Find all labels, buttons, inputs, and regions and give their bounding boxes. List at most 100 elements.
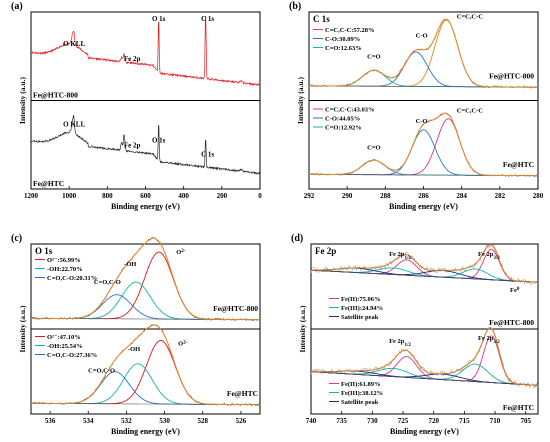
y-axis-label: Intensity (a.u.) (18, 305, 27, 352)
peak-annotation: C 1s (201, 15, 214, 23)
x-tick-label: 292 (304, 192, 315, 200)
peak-label: C=C,C-C (457, 14, 484, 21)
fit-component (308, 51, 538, 88)
peak-label: C-O (416, 118, 428, 125)
x-tick-label: 740 (306, 417, 317, 425)
legend-item: Satellite peak (341, 399, 379, 406)
panel-title: C 1s (313, 14, 330, 24)
x-tick-label: 530 (159, 417, 170, 425)
peak-label: C=O (367, 54, 380, 61)
peak-annotation: O 1s (152, 137, 166, 145)
sample-label: Fe@HTC (503, 403, 534, 412)
label-part: O (176, 249, 181, 256)
x-tick-label: 0 (258, 192, 262, 200)
label-part: 2- (181, 249, 186, 254)
fit-component (31, 340, 260, 406)
legend-item: C-O:30.09% (325, 36, 360, 43)
sample-label: Fe@HTC (33, 179, 64, 188)
x-tick-label: 1200 (24, 192, 39, 200)
legend-item: Fe(II):75.06% (341, 296, 381, 303)
legend-item: -OH:25.54% (47, 343, 83, 350)
x-tick-label: 800 (102, 192, 113, 200)
peak-annotation: O 1s (152, 15, 166, 23)
x-axis-label: Binding energy (eV) (111, 202, 180, 211)
fit-component (310, 249, 538, 283)
background-line (310, 269, 538, 283)
legend-item: C=C,C-C:43.03% (325, 107, 375, 114)
peak-annotation: O KLL (63, 121, 85, 129)
fit-component (31, 371, 260, 406)
label-part: 3/2 (493, 340, 500, 345)
peak-label: -OH (128, 346, 140, 353)
envelope-fit (31, 237, 260, 321)
peak-label: Fe 2p1/2 (389, 251, 411, 261)
sample-label: Fe@HTC (227, 389, 258, 398)
label-part: O (178, 341, 183, 348)
label-part: 0 (517, 287, 520, 292)
label-part: Fe 2p (389, 338, 405, 345)
x-tick-label: 400 (178, 192, 189, 200)
survey-line-fe-htc (30, 114, 261, 176)
legend-item: Fe(II):61.89% (341, 381, 381, 388)
peak-label: C-O (416, 32, 428, 39)
x-tick-label: 532 (121, 417, 132, 425)
panel-title: Fe 2p (315, 246, 336, 256)
legend-item: C=O,C-O:20.31% (47, 275, 97, 282)
panel-label: (a) (11, 1, 23, 12)
sample-label: Fe@HTC-800 (213, 304, 258, 313)
survey-line-fe-htc-800 (30, 16, 261, 86)
y-axis-label: Intensity (a.u.) (18, 77, 27, 124)
legend-item: Fe(III):38.12% (341, 390, 383, 397)
fit-component (31, 281, 260, 321)
background-line (310, 371, 539, 386)
envelope-fit (31, 324, 260, 406)
legend-item: Fe(III):24.94% (341, 305, 383, 312)
x-tick-label: 528 (198, 417, 209, 425)
peak-annotation: Fe 2p (124, 142, 141, 150)
legend-item: Satellite peak (341, 314, 379, 321)
peak-label: C=C,C-C (457, 108, 484, 115)
envelope-fit (311, 244, 538, 283)
peak-label: Fe 2p1/2 (389, 338, 411, 348)
fit-component (31, 363, 260, 406)
panel-c: 536 534 532 530 528 526 Binding energy (eV) Int… (11, 233, 261, 436)
peak-label: C=O,C-O (94, 279, 121, 286)
y-axis-label: Intensity (a.u.) (298, 305, 307, 352)
x-tick-label: 284 (456, 192, 467, 200)
x-tick-label: 720 (428, 417, 439, 425)
x-axis-label: Binding energy (eV) (389, 202, 458, 211)
x-tick-label: 735 (336, 417, 347, 425)
x-tick-label: 282 (495, 192, 506, 200)
peak-label: C=O (367, 145, 380, 152)
peak-label: O2- (178, 340, 188, 348)
x-tick-label: 286 (418, 192, 429, 200)
envelope-fit (311, 327, 539, 386)
x-tick-label: 526 (236, 417, 247, 425)
label-part: 1/2 (404, 343, 411, 348)
x-tick-label: 290 (342, 192, 353, 200)
sample-label: Fe@HTC-800 (489, 72, 534, 81)
x-tick-label: 705 (520, 417, 531, 425)
legend-item: C=O:12.63% (325, 45, 362, 52)
y-axis-label: Intensity (a.u.) (296, 77, 305, 124)
sample-label: Fe@HTC-800 (489, 318, 534, 327)
panel-b: 292 290 288 286 284 282 280 Binding energy (eV)… (289, 1, 544, 211)
x-tick-label: 288 (380, 192, 391, 200)
x-axis-label: Binding energy (eV) (390, 427, 459, 436)
x-tick-label: 280 (533, 192, 544, 200)
label-part: 1/2 (404, 256, 411, 261)
label-part: Fe 2p (478, 335, 494, 342)
x-tick-label: 710 (490, 417, 501, 425)
peak-annotation: C 1s (201, 151, 214, 159)
peak-label: -OH (124, 261, 136, 268)
panel-a: 1200 1000 800 600 400 200 0 Binding energy (eV)… (11, 1, 262, 211)
label-part: Fe (510, 287, 517, 294)
sample-label: Fe@HTC-800 (33, 91, 78, 100)
x-tick-label: 536 (45, 417, 56, 425)
label-part: 2- (183, 340, 188, 345)
legend-item: C-O:44.05% (325, 116, 360, 123)
panel-title: O 1s (35, 246, 53, 256)
legend-item: C=C,C-C:57.28% (325, 27, 375, 34)
x-tick-label: 1000 (62, 192, 77, 200)
